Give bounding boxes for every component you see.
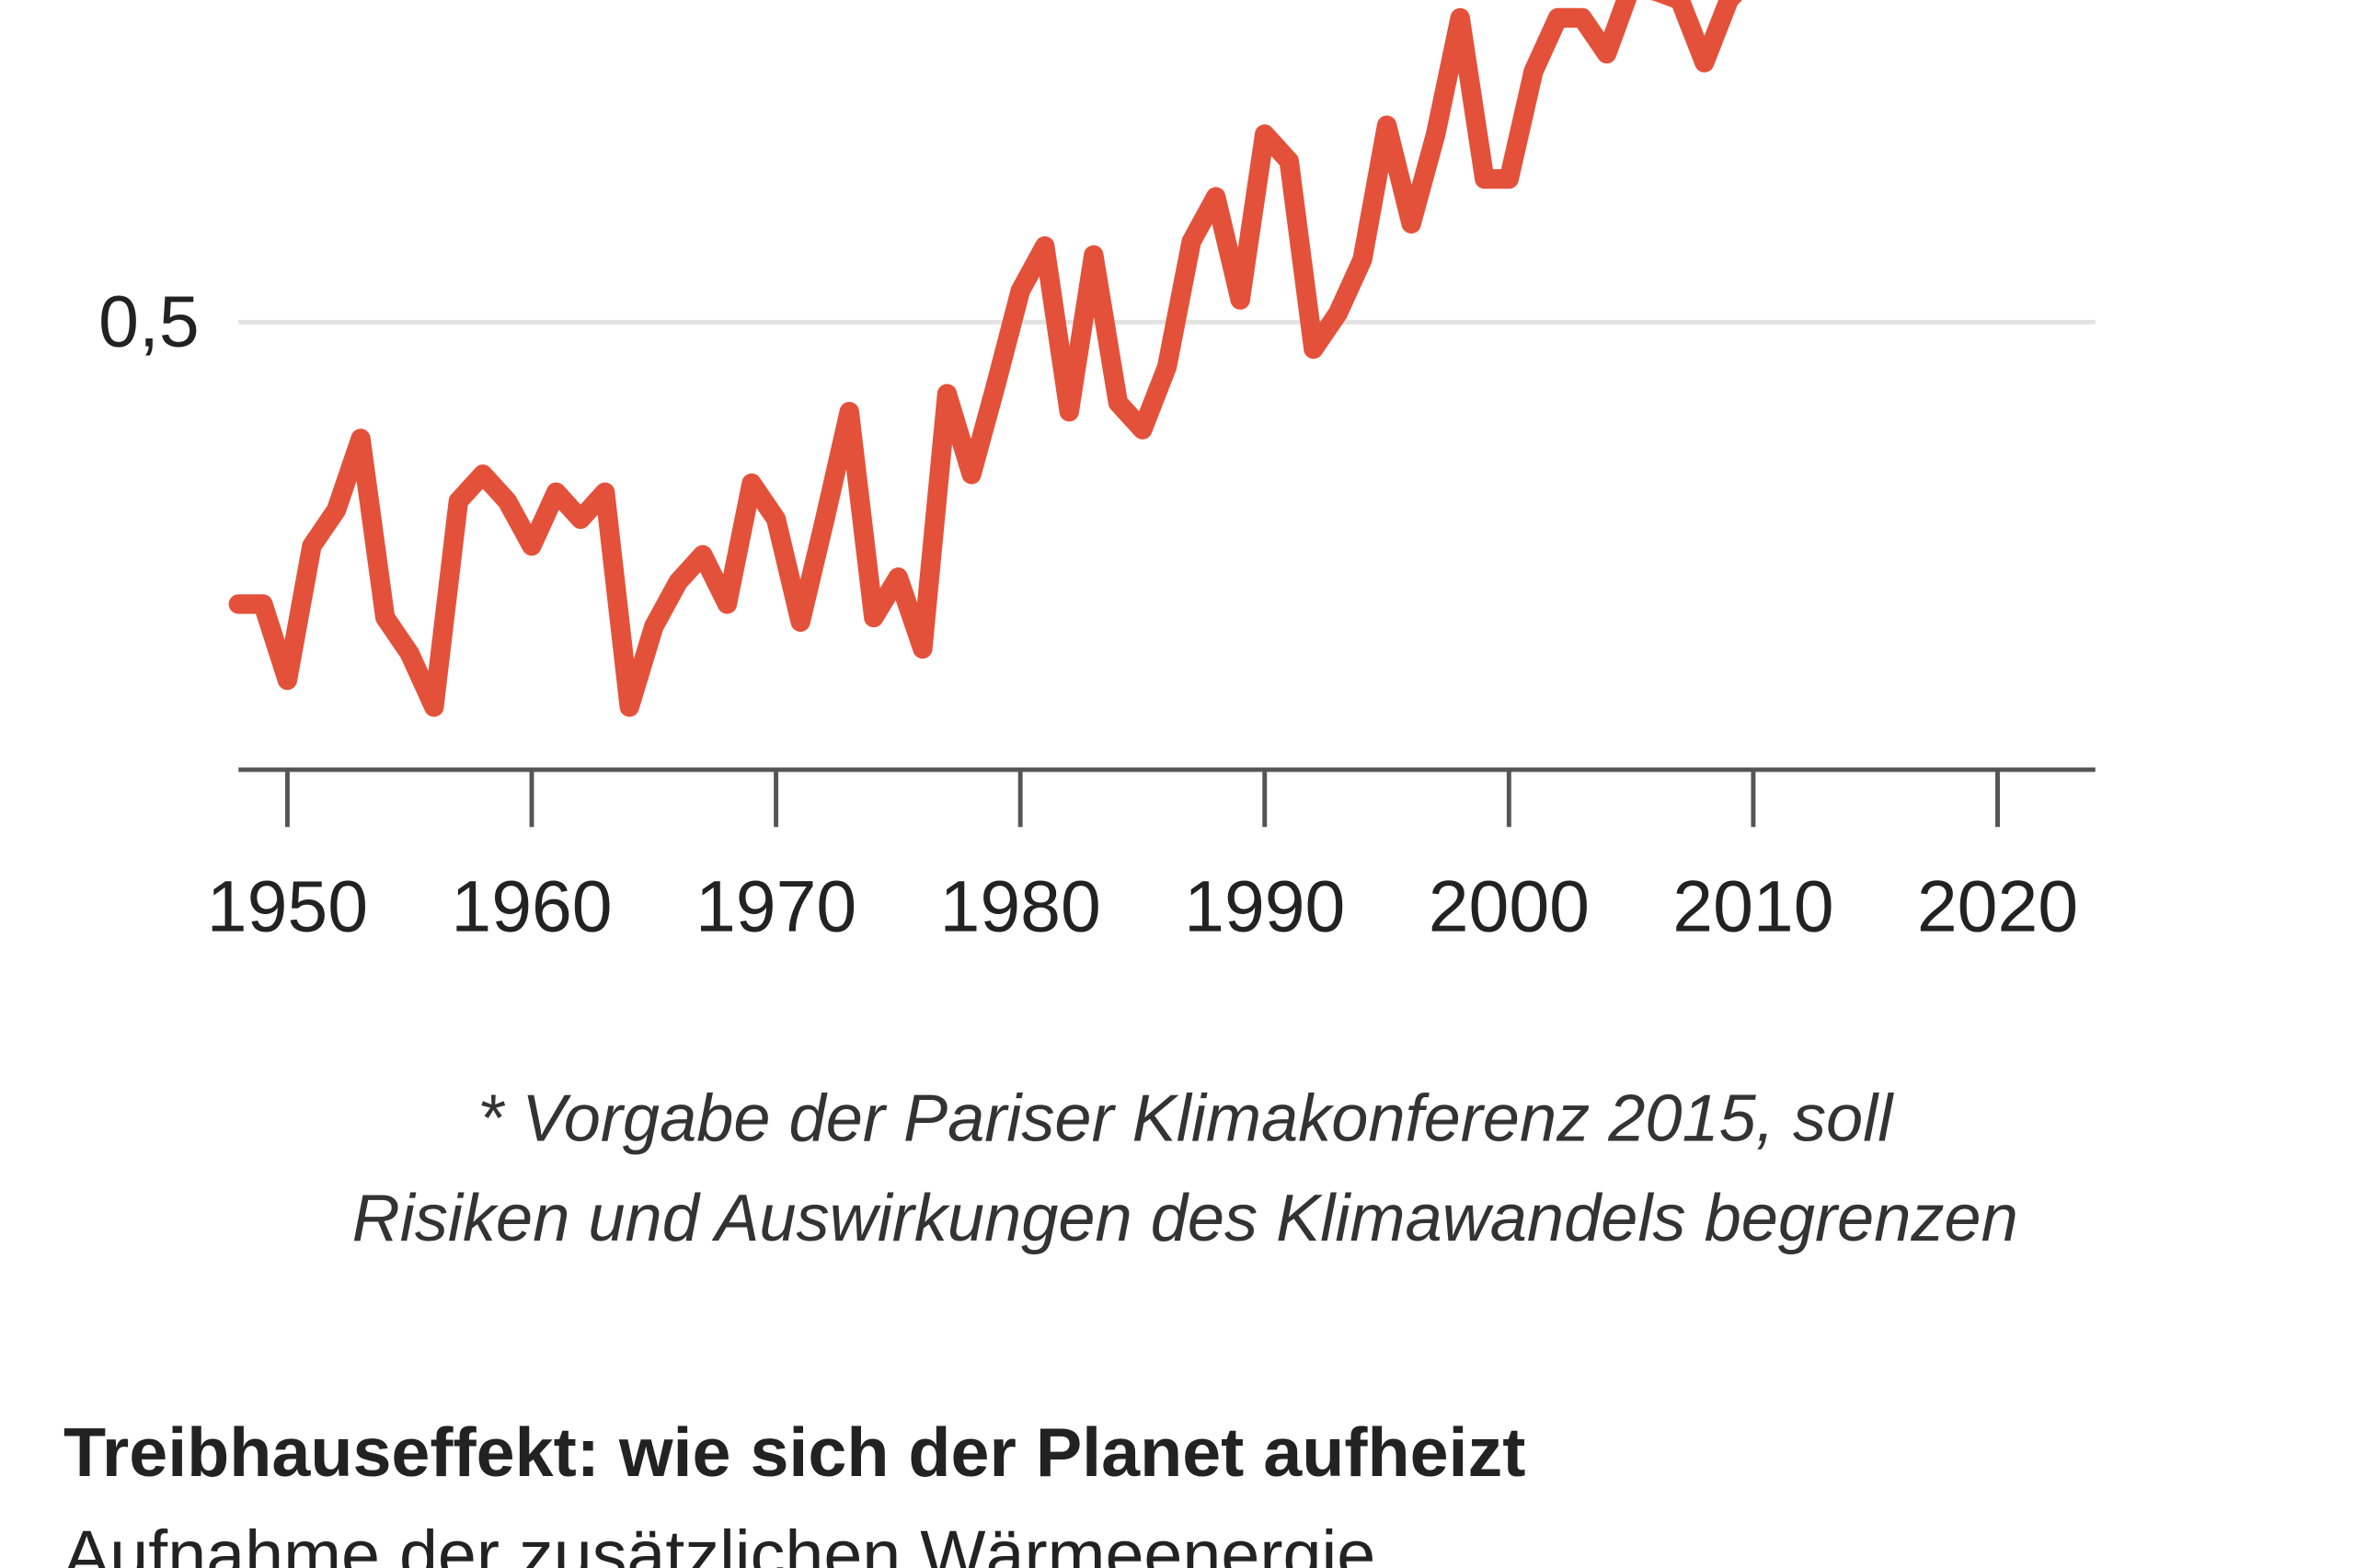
x-tick-label: 2020 — [1917, 865, 2078, 946]
x-tick-label: 1970 — [695, 865, 856, 946]
section-subtitle: Aufnahme der zusätzlichen Wärmeenergie — [63, 1516, 1375, 1568]
x-axis: 1950 1960 1970 1980 1990 2000 2010 2020 — [207, 769, 2078, 946]
footnote-line: Risiken und Auswirkungen des Klimawandel… — [352, 1182, 2018, 1255]
data-line — [228, 0, 1742, 717]
footnote-line: * Vorgabe der Pariser Klimakonferenz 201… — [477, 1082, 1894, 1156]
x-tick-label: 1980 — [940, 865, 1101, 946]
x-tick-label: 2010 — [1672, 865, 1833, 946]
x-tick-label: 1990 — [1184, 865, 1345, 946]
x-tick-label: 2000 — [1429, 865, 1590, 946]
y-tick-label: 0,5 — [98, 281, 199, 362]
section-title: Treibhauseffekt: wie sich der Planet auf… — [63, 1413, 1525, 1491]
x-tick-label: 1950 — [207, 865, 368, 946]
plot-area — [228, 0, 1742, 717]
x-tick-label: 1960 — [451, 865, 612, 946]
